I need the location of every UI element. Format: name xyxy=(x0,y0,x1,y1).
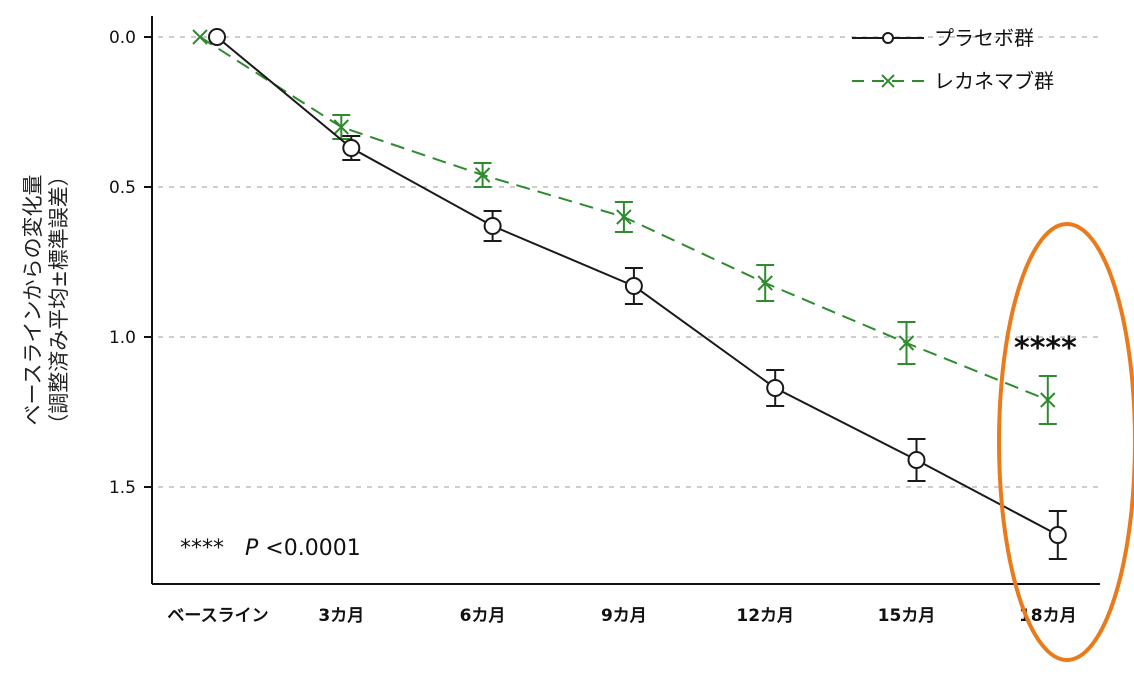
series-1-point-5 xyxy=(898,335,915,351)
footnote-stars: **** xyxy=(180,536,224,561)
series-layer xyxy=(192,28,1067,560)
y-axis-label-line1: ベースラインからの変化量 xyxy=(21,175,45,426)
legend-placebo-marker xyxy=(882,32,894,44)
legend-lecanemab-label: レカネマブ群 xyxy=(934,69,1054,93)
x-tick-label-3: 9カ月 xyxy=(601,606,647,626)
x-tick-labels: ベースライン 3カ月 6カ月 9カ月 12カ月 15カ月 18カ月 xyxy=(167,606,1076,626)
y-tick-label-0: 0.0 xyxy=(109,28,136,48)
x-tick-label-0: ベースライン xyxy=(167,606,268,626)
footnote: **** P <0.0001 xyxy=(180,536,361,561)
y-tick-label-3: 1.5 xyxy=(109,478,136,498)
series-1-point-3 xyxy=(616,209,632,225)
footnote-threshold: <0.0001 xyxy=(265,536,360,561)
series-1-point-1 xyxy=(333,119,350,135)
x-tick-label-2: 6カ月 xyxy=(460,606,506,626)
series-1-point-2 xyxy=(474,167,491,183)
legend-placebo-label: プラセボ群 xyxy=(934,26,1034,50)
x-tick-label-6: 18カ月 xyxy=(1019,606,1077,626)
x-tick-label-1: 3カ月 xyxy=(318,606,364,626)
y-tick-label-2: 1.0 xyxy=(109,328,136,348)
series-1-point-0 xyxy=(192,29,208,45)
series-1-point-6 xyxy=(1040,392,1056,408)
series-0-point-5 xyxy=(907,451,926,469)
axes xyxy=(151,16,1100,585)
series-1 xyxy=(192,29,1057,425)
y-axis-label-line2: （調整済み平均±標準誤差） xyxy=(47,165,71,435)
y-tick-label-1: 0.5 xyxy=(109,178,136,198)
legend-lecanemab-marker xyxy=(881,74,895,88)
gridlines xyxy=(158,36,1100,488)
series-0-point-6 xyxy=(1048,526,1067,544)
footnote-p: P xyxy=(245,536,259,561)
y-tick-labels: 0.0 0.5 1.0 1.5 xyxy=(109,28,152,498)
x-tick-label-5: 15カ月 xyxy=(878,606,936,626)
series-0-point-0 xyxy=(208,28,226,46)
series-0-point-2 xyxy=(483,217,502,235)
x-tick-label-4: 12カ月 xyxy=(736,606,794,626)
significance-marker: **** xyxy=(1014,331,1077,366)
legend: プラセボ群 レカネマブ群 xyxy=(852,26,1054,93)
series-0-point-4 xyxy=(766,379,785,397)
series-0 xyxy=(208,28,1067,560)
series-1-point-4 xyxy=(757,275,773,291)
series-0-point-1 xyxy=(342,139,361,157)
highlight-ellipse xyxy=(997,222,1134,662)
series-0-point-3 xyxy=(624,277,643,295)
